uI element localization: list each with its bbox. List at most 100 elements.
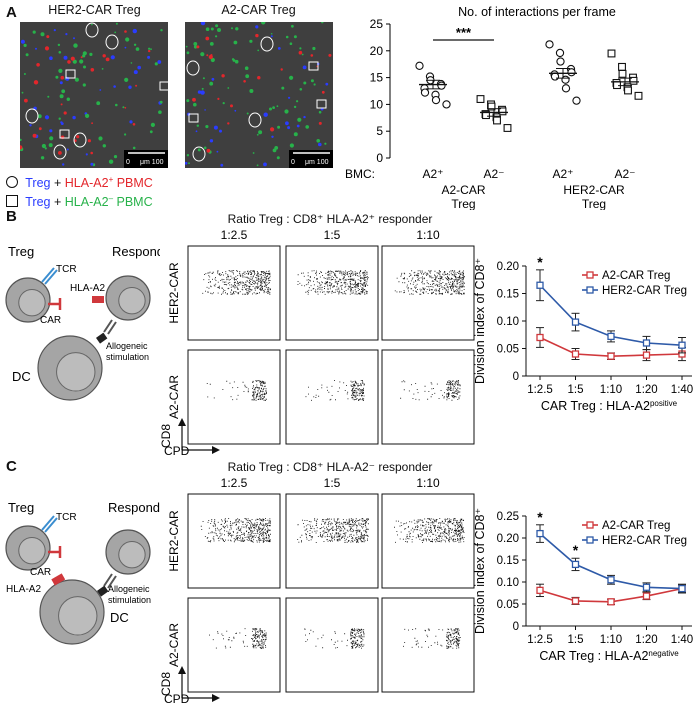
- row-label: A2-CAR: [167, 375, 181, 419]
- legend-plus: +: [53, 195, 62, 210]
- cell-dot: [129, 120, 133, 124]
- cell-dot: [310, 54, 314, 57]
- arrowhead-right-icon: [212, 694, 220, 702]
- cell-dot: [293, 105, 297, 109]
- cell-dot: [303, 81, 307, 85]
- cell-dot: [255, 25, 259, 29]
- cell-dot: [217, 97, 220, 100]
- interaction-circle: [85, 22, 99, 38]
- row-label: HER2-CAR: [167, 262, 181, 324]
- cell-dot: [37, 114, 42, 119]
- tcr-label: TCR: [56, 512, 77, 523]
- cell-dot: [277, 47, 281, 50]
- cell-dot: [20, 39, 25, 44]
- interaction-square: [65, 69, 76, 79]
- cell-dot: [124, 106, 127, 109]
- cell-dot: [124, 46, 127, 49]
- cell-dot: [203, 146, 207, 150]
- cell-dot: [79, 59, 84, 64]
- cell-dot: [271, 135, 274, 138]
- cell-dot: [44, 46, 50, 51]
- cell-dot: [33, 80, 39, 85]
- data-point: [642, 351, 651, 359]
- cell-dot: [316, 139, 320, 143]
- cell-dot: [289, 75, 294, 80]
- cell-dot: [233, 40, 238, 45]
- hla-a2-molecule: [92, 296, 104, 303]
- x-tick-label: 1:20: [635, 634, 657, 646]
- cell-dot: [125, 37, 130, 42]
- legend-pbmc: PBMC: [116, 195, 153, 210]
- interaction-circle: [25, 108, 39, 124]
- cell-dot: [200, 90, 205, 95]
- data-point: [498, 107, 507, 116]
- cell-dot: [211, 77, 215, 81]
- cell-dot: [20, 138, 22, 142]
- cell-dot: [209, 139, 214, 143]
- cell-dot: [276, 156, 280, 160]
- data-point: [545, 40, 554, 49]
- interaction-circle: [73, 132, 87, 148]
- cell-dot: [269, 107, 272, 111]
- cell-dot: [58, 117, 61, 120]
- interaction-square: [188, 113, 199, 123]
- x-axis-label: CPD: [164, 692, 190, 704]
- interactions-chart: No. of interactions per frame 0 5 10 15 20 25…: [345, 5, 643, 210]
- cell-dot: [209, 81, 214, 86]
- y-axis-label: CD8: [160, 424, 173, 448]
- flow-plot: [285, 349, 379, 445]
- stim-label-2: stimulation: [108, 595, 151, 605]
- legend-treg: Treg: [25, 176, 51, 191]
- data-point: [555, 48, 565, 58]
- cell-dot: [57, 43, 61, 47]
- x-tick-label: 1:2.5: [527, 384, 553, 396]
- data-point: [618, 69, 627, 78]
- y-tick-label: 0.05: [497, 599, 519, 611]
- cell-dot: [72, 59, 77, 64]
- cell-dot: [132, 146, 136, 150]
- cell-dot: [193, 102, 197, 107]
- cell-dot: [59, 81, 63, 85]
- cell-dot: [202, 77, 205, 80]
- mhc-molecule: [97, 585, 109, 597]
- data-point: [618, 62, 626, 71]
- flow-plot: [285, 493, 379, 589]
- cell-dot: [113, 155, 118, 159]
- significance-stars: ***: [456, 25, 472, 40]
- y-tick-label: 10: [370, 97, 384, 111]
- responder-label: Responder: [112, 244, 160, 259]
- flow-events: [394, 518, 465, 543]
- cell-dot: [67, 60, 71, 64]
- data-point: [476, 95, 485, 103]
- tcr-receptor: [41, 267, 55, 283]
- cell-dot: [310, 79, 314, 83]
- treg-cell-nucleus: [18, 288, 46, 317]
- cell-dot: [137, 65, 141, 70]
- cell-dot: [73, 37, 75, 40]
- cell-dot: [215, 24, 219, 28]
- legend-circle-row: Treg + HLA-A2+ PBMC: [6, 172, 153, 191]
- division-chart-b: 0 0.05 0.10 0.15 0.20 1:2.5 1:5 1:10 1:20 1:40 CAR…: [473, 254, 693, 413]
- cell-dot: [98, 136, 103, 141]
- cell-dot: [263, 162, 267, 167]
- group-label-2: Treg: [582, 197, 606, 210]
- dc-cell-nucleus: [56, 352, 96, 392]
- circle-marker-icon: [6, 176, 18, 189]
- data-point: [487, 102, 496, 111]
- cell-dot: [47, 95, 50, 98]
- cell-dot: [318, 121, 322, 125]
- flow-events: [209, 628, 267, 649]
- cell-dot: [62, 163, 65, 166]
- cell-dot: [55, 75, 59, 79]
- cell-dot: [25, 53, 29, 57]
- cell-dot: [133, 70, 138, 75]
- x-axis-title-sup: negative: [648, 649, 679, 658]
- cell-dot: [65, 33, 68, 36]
- treg-cell-nucleus: [18, 536, 46, 565]
- cell-dot: [258, 130, 263, 135]
- cell-dot: [85, 113, 90, 118]
- cell-dot: [186, 51, 190, 55]
- cell-dot: [85, 153, 88, 156]
- cell-dot: [99, 89, 102, 91]
- x-tick-label: 1:20: [635, 384, 657, 396]
